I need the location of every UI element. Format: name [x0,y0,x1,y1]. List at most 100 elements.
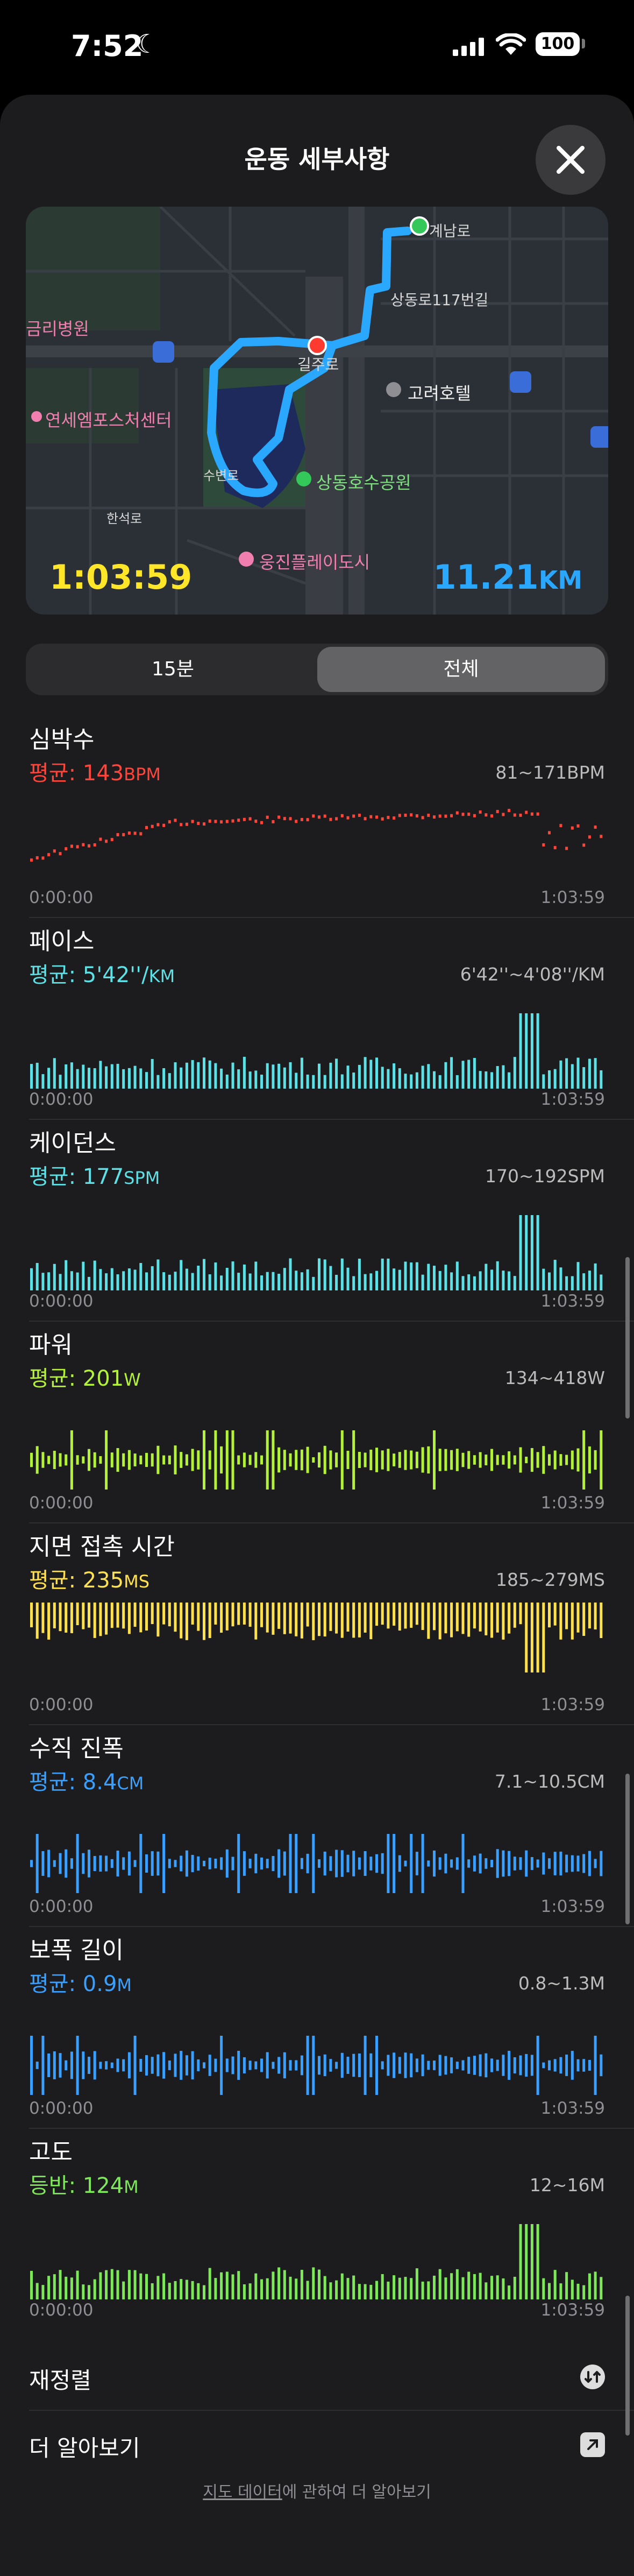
chart-bar [300,1057,303,1089]
chart-bar [553,1603,557,1626]
metric-section[interactable]: 케이던스 평균: 177SPM 170~192SPM 0:00:00 1:03:59 [0,1124,634,1325]
chart-bar [231,1261,234,1290]
chart-bar [536,1215,539,1290]
route-map[interactable]: 계남로 상동로117번길 금리병원 연세엠포스처센터 길주로 고려호텔 상동호수… [26,207,608,615]
chart-bar [30,1064,33,1089]
chart-bar [387,1603,390,1629]
chart-bar [93,2051,96,2080]
metric-section[interactable]: 고도 등반: 124M 12~16M 0:00:00 1:03:59 [0,2133,634,2334]
metric-average-value: 235 [82,1568,124,1593]
metric-section[interactable]: 수직 진폭 평균: 8.4CM 7.1~10.5CM 0:00:00 1:03:59 [0,1729,634,1931]
chart-bar [433,1603,436,1631]
chart-bar [208,819,211,823]
chart-bar [53,1603,56,1628]
chart-bar [145,1072,148,1089]
segment-all[interactable]: 전체 [317,647,605,692]
chart-bar [260,1603,263,1627]
chart-bar [30,1860,33,1867]
chart-bar [502,2278,505,2299]
chart-bar [30,1268,33,1290]
chart-bar [59,2270,62,2299]
chart-bar [53,2274,56,2299]
metric-average-unit: CM [117,1773,144,1794]
chart-bar [208,2055,211,2076]
metric-section[interactable]: 심박수 평균: 143BPM 81~171BPM 0:00:00 1:03:59 [0,720,634,922]
chart-bar [404,2277,407,2299]
chart-bar [277,1849,281,1878]
chart-bar [576,1855,580,1872]
chart-bar [571,1276,574,1290]
chart-bar [133,2270,137,2299]
chart-bar [243,1452,246,1467]
chart-bar [346,1854,350,1873]
chart-bar [352,814,355,818]
workout-duration: 1:03:59 [49,557,193,597]
chart-bar [508,1072,511,1089]
chart-bar [387,1258,390,1290]
chart-bar [277,815,281,819]
segment-15min[interactable]: 15분 [152,658,194,680]
chart-bar [346,1450,350,1470]
chart-bar [272,1603,275,1635]
chart-bar [47,1850,51,1878]
chart-bar [208,1274,211,1290]
chart-bar [116,2058,119,2072]
chart-bar [191,1603,194,1625]
chart-bar [346,816,350,820]
chart-bar [283,1603,286,1634]
chart-bar [306,818,309,822]
reorder-row[interactable]: 재정렬 [0,2343,634,2411]
chart-bar [295,1834,298,1893]
chart-bar [450,1603,453,1638]
chart-bar [318,2269,320,2299]
chart-bar [548,1858,551,1869]
chart-bar [369,815,373,818]
map-label-yonsei: 연세엠포스처센터 [45,410,172,430]
metric-section[interactable]: 보폭 길이 평균: 0.9M 0.8~1.3M 0:00:00 1:03:59 [0,1931,634,2133]
chart-bar [335,1452,338,1467]
chart-bar [525,1013,528,1089]
metric-section[interactable]: 페이스 평균: 5'42''/KM 6'42''~4'08''/KM 0:00:00 1… [0,922,634,1124]
chart-bar [59,2053,62,2078]
chart-bar [47,1068,51,1089]
chart-bar [156,1851,160,1876]
chart-bar [266,1859,269,1868]
learn-more-row[interactable]: 더 알아보기 [0,2411,634,2479]
chart-bar [490,2276,493,2299]
chart-bar [536,812,539,816]
chart-bar [65,1849,68,1878]
chart-bar [485,1858,488,1869]
chart-bar [387,816,390,820]
scrollbar[interactable] [625,2296,630,2436]
chart-bar [47,1456,51,1464]
metric-title: 지면 접촉 시간 [29,1533,175,1561]
metric-average-unit: SPM [124,1168,160,1188]
cellular-signal-icon [453,38,484,56]
chart-bar [295,820,298,823]
chart-bar [444,1603,447,1634]
chart-bar [352,1851,355,1876]
metric-section[interactable]: 지면 접촉 시간 평균: 235MS 185~279MS 0:00:00 1:03:59 [0,1527,634,1729]
chart-bar [582,2285,586,2299]
scrollbar[interactable] [625,1257,630,1418]
chart-bar [70,2051,73,2079]
chart-bar [180,1452,183,1468]
chart-bar [53,849,56,853]
chart-bar [600,1851,603,1876]
chart-bar [231,819,234,823]
chart-bar [576,2059,580,2072]
scrollbar[interactable] [625,1774,630,1924]
chart-bar [335,1850,338,1878]
chart-bar [576,1603,580,1633]
chart-bar [404,1603,407,1629]
metric-average-unit: M [124,2177,139,2197]
chart-bar [485,1071,488,1089]
chart-bar [346,2278,350,2299]
chart-bar [415,814,418,818]
map-data-link[interactable]: 지도 데이터 [203,2483,282,2502]
metric-start-time: 0:00:00 [29,1493,94,1513]
chart-bar [65,1454,68,1466]
close-button[interactable] [536,125,605,195]
metric-end-time: 1:03:59 [540,1897,605,1916]
metric-section[interactable]: 파워 평균: 201W 134~418W 0:00:00 1:03:59 [0,1325,634,1527]
